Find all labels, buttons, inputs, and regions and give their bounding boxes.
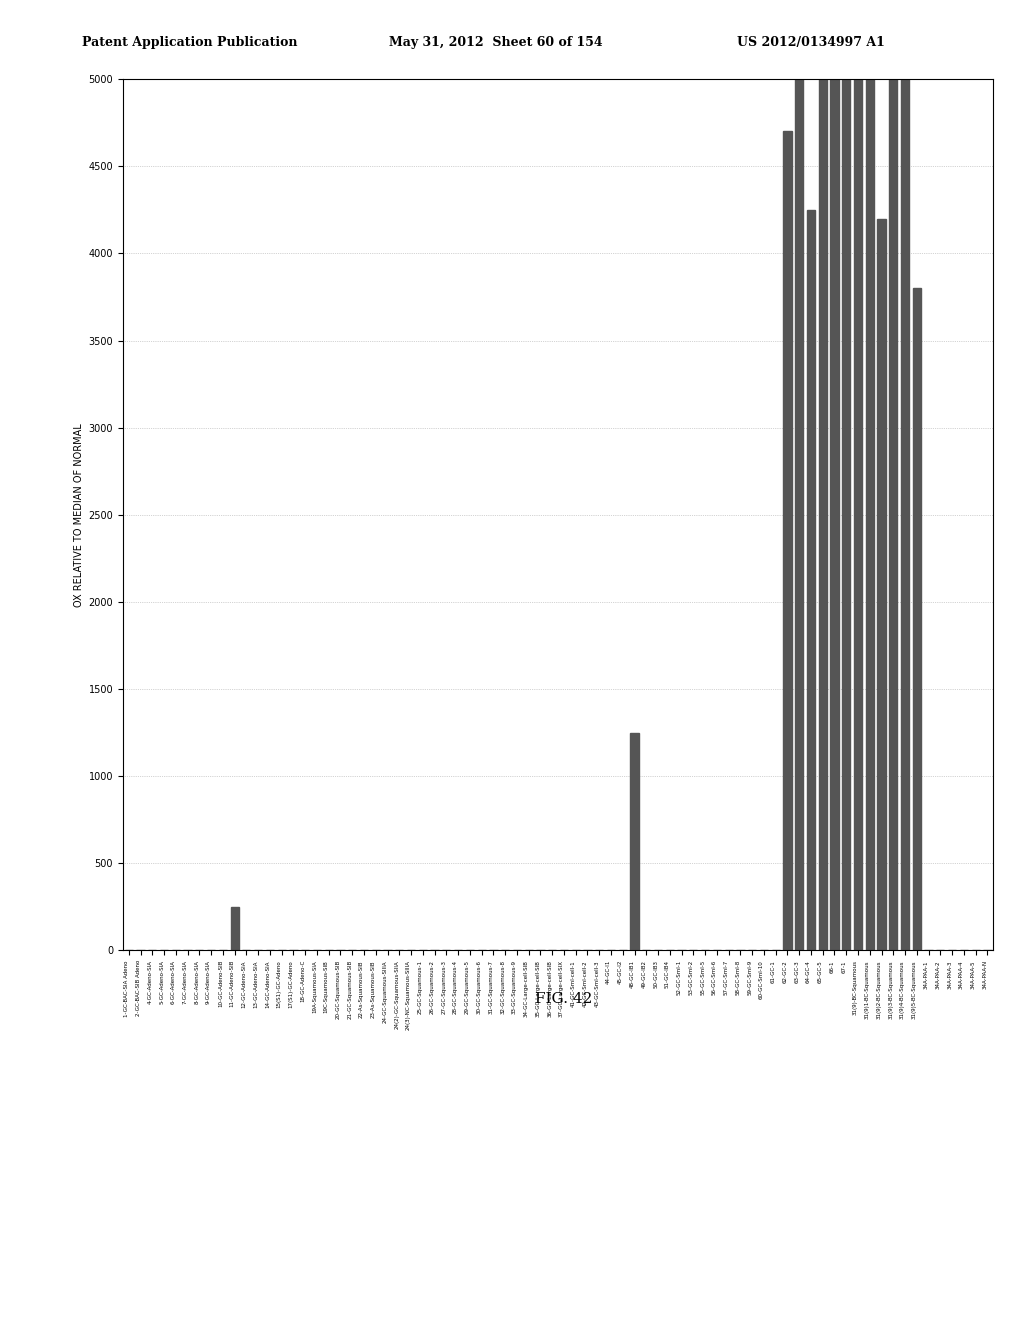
Bar: [842, 79, 850, 950]
Text: US 2012/0134997 A1: US 2012/0134997 A1: [737, 36, 885, 49]
Text: FIG. 42: FIG. 42: [535, 993, 592, 1006]
Text: Patent Application Publication: Patent Application Publication: [82, 36, 297, 49]
Bar: [889, 79, 897, 950]
Bar: [854, 79, 862, 950]
Bar: [783, 132, 792, 950]
Bar: [878, 219, 886, 950]
Y-axis label: OX RELATIVE TO MEDIAN OF NORMAL: OX RELATIVE TO MEDIAN OF NORMAL: [75, 422, 84, 607]
Bar: [901, 79, 909, 950]
Bar: [631, 733, 639, 950]
Bar: [912, 288, 921, 950]
Bar: [830, 79, 839, 950]
Text: May 31, 2012  Sheet 60 of 154: May 31, 2012 Sheet 60 of 154: [389, 36, 603, 49]
Bar: [230, 907, 239, 950]
Bar: [795, 79, 803, 950]
Bar: [818, 79, 826, 950]
Bar: [865, 79, 873, 950]
Bar: [807, 210, 815, 950]
